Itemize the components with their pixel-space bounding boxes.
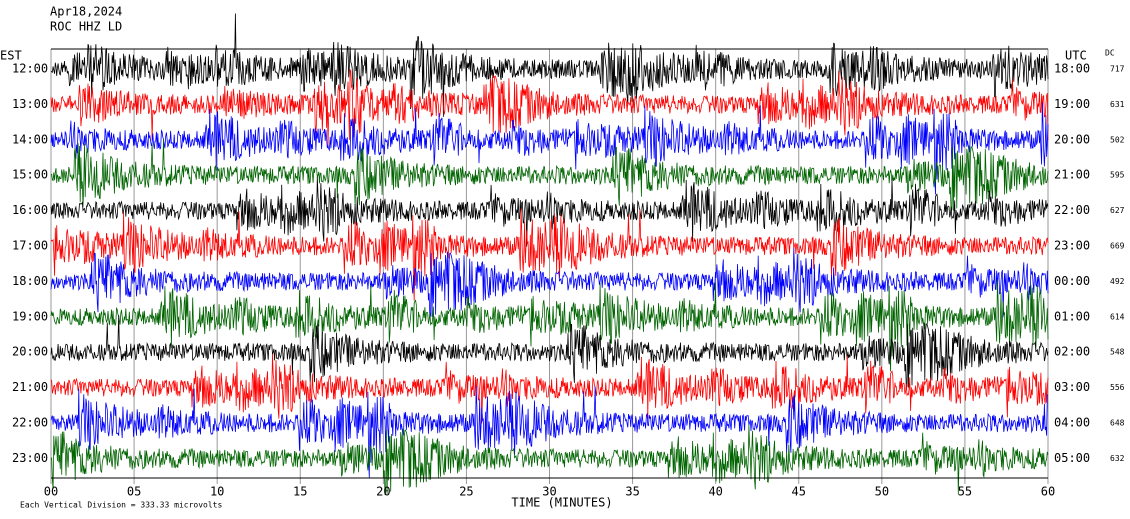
est-label: 22:00 bbox=[12, 416, 48, 430]
utc-label: 18:00 bbox=[1054, 62, 1090, 76]
est-label: 19:00 bbox=[12, 309, 48, 323]
seismic-trace bbox=[50, 385, 1049, 478]
est-label: 14:00 bbox=[12, 132, 48, 146]
est-label: 13:00 bbox=[12, 97, 48, 111]
est-label: 23:00 bbox=[12, 451, 48, 465]
x-tick-label: 30 bbox=[542, 485, 556, 499]
utc-label: 22:00 bbox=[1054, 203, 1090, 217]
right-axis-label: UTC bbox=[1065, 49, 1087, 63]
dc-value: 548 bbox=[1110, 348, 1125, 357]
seismic-trace bbox=[50, 424, 1049, 496]
dc-value: 556 bbox=[1110, 383, 1125, 392]
utc-label: 23:00 bbox=[1054, 239, 1090, 253]
utc-label: 02:00 bbox=[1054, 345, 1090, 359]
utc-label: 00:00 bbox=[1054, 274, 1090, 288]
x-tick-label: 00 bbox=[44, 485, 58, 499]
est-label: 17:00 bbox=[12, 239, 48, 253]
est-label: 20:00 bbox=[12, 345, 48, 359]
est-label: 16:00 bbox=[12, 203, 48, 217]
seismic-trace bbox=[50, 102, 1049, 195]
utc-label: 21:00 bbox=[1054, 168, 1090, 182]
dc-value: 502 bbox=[1110, 135, 1125, 144]
x-tick-label: 05 bbox=[127, 485, 141, 499]
est-label: 15:00 bbox=[12, 168, 48, 182]
seismic-trace bbox=[50, 68, 1049, 147]
x-tick-label: 45 bbox=[792, 485, 806, 499]
seismic-trace bbox=[50, 208, 1049, 301]
dc-value: 669 bbox=[1110, 242, 1125, 251]
seismic-trace bbox=[50, 315, 1049, 389]
utc-label: 04:00 bbox=[1054, 416, 1090, 430]
seismic-trace bbox=[50, 138, 1049, 212]
seismic-trace bbox=[50, 279, 1049, 372]
x-tick-label: 15 bbox=[293, 485, 307, 499]
station: ROC HHZ LD bbox=[50, 20, 122, 34]
x-tick-label: 35 bbox=[625, 485, 639, 499]
seismic-trace bbox=[50, 13, 1049, 117]
utc-label: 03:00 bbox=[1054, 380, 1090, 394]
dc-value: 648 bbox=[1110, 419, 1125, 428]
x-tick-label: 60 bbox=[1041, 485, 1055, 499]
dc-value: 632 bbox=[1110, 454, 1125, 463]
dc-value: 614 bbox=[1110, 312, 1125, 321]
x-axis-title: TIME (MINUTES) bbox=[511, 496, 612, 510]
x-tick-label: 40 bbox=[708, 485, 722, 499]
dc-value: 492 bbox=[1110, 277, 1125, 286]
seismic-trace bbox=[50, 176, 1049, 247]
traces bbox=[50, 13, 1049, 496]
est-label: 21:00 bbox=[12, 380, 48, 394]
x-tick-label: 10 bbox=[210, 485, 224, 499]
utc-label: 20:00 bbox=[1054, 132, 1090, 146]
scale-note: Each Vertical Division = 333.33 microvol… bbox=[20, 501, 222, 510]
dc-value: 631 bbox=[1110, 100, 1125, 109]
x-tick-label: 25 bbox=[459, 485, 473, 499]
dc-value: 717 bbox=[1110, 65, 1125, 74]
seismic-trace bbox=[50, 353, 1049, 424]
seismic-trace bbox=[50, 247, 1049, 319]
est-label: 18:00 bbox=[12, 274, 48, 288]
utc-label: 19:00 bbox=[1054, 97, 1090, 111]
dc-label: DC bbox=[1105, 49, 1115, 58]
x-tick-label: 20 bbox=[376, 485, 390, 499]
utc-label: 01:00 bbox=[1054, 309, 1090, 323]
x-tick-label: 55 bbox=[958, 485, 972, 499]
utc-label: 05:00 bbox=[1054, 451, 1090, 465]
date: Apr18,2024 bbox=[50, 5, 122, 19]
dc-value: 595 bbox=[1110, 171, 1125, 180]
left-axis-label: EST bbox=[0, 49, 22, 63]
x-tick-label: 50 bbox=[875, 485, 889, 499]
dc-value: 627 bbox=[1110, 206, 1125, 215]
est-label: 12:00 bbox=[12, 62, 48, 76]
